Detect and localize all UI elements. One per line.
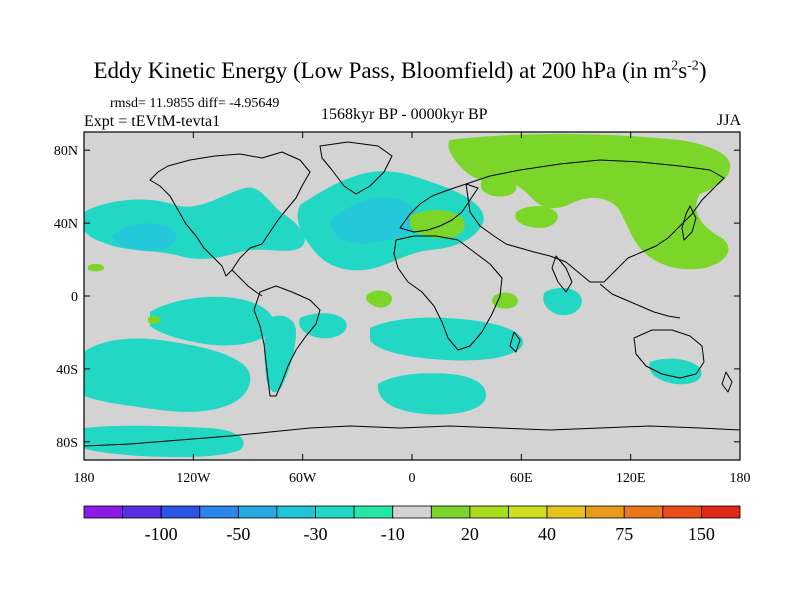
title-main: Eddy Kinetic Energy (Low Pass, Bloomfiel… (93, 58, 672, 83)
coast-southeast-asia (599, 283, 681, 319)
coastlines (84, 141, 740, 447)
coast-greenland (319, 141, 393, 195)
positive-anomaly-arctic-atlantic (480, 178, 517, 197)
colorbar-swatch (662, 505, 702, 519)
experiment-label: Expt = tEVtM-tevta1 (84, 113, 221, 130)
negative-anomaly-indian-ocean (370, 317, 523, 361)
colorbar-swatch (585, 505, 625, 519)
positive-anomaly-east-pacific-small (148, 315, 160, 325)
negative-anomaly-tropical-pacific (150, 296, 274, 346)
colorbar-label: 75 (615, 524, 633, 544)
positive-anomaly-gulf-of-mexico (88, 263, 104, 272)
colorbar-label: 40 (538, 524, 556, 544)
coast-antarctica (84, 425, 740, 447)
coast-indian-peninsula (551, 255, 573, 293)
period-label: 1568kyr BP - 0000kyr BP (321, 106, 488, 123)
positive-anomaly-mediterranean (410, 210, 465, 239)
positive-anomaly-tropical-atlantic (366, 290, 392, 308)
negative-anomaly-south-indian (543, 287, 582, 316)
positive-anomaly-siberia (448, 134, 731, 270)
colorbar-swatch (83, 505, 123, 519)
latitude-axis: 80N 40N 0 40S 80S (54, 144, 740, 451)
colorbar-label: -50 (226, 524, 250, 544)
colorbar-label: -30 (304, 524, 328, 544)
positive-anomaly-central-asia (515, 206, 558, 228)
season-label: JJA (717, 112, 742, 129)
lon-tick-label: 180 (74, 471, 95, 486)
colorbar-label: 150 (688, 524, 715, 544)
lon-tick-label: 180 (730, 471, 751, 486)
longitude-axis: 180 120W 60W 0 60E 120E 180 (74, 132, 751, 486)
title-unit-s: s (678, 58, 688, 83)
title-exponent-1: 2 (671, 58, 679, 74)
colorbar (83, 505, 741, 519)
colorbar-swatch (199, 505, 239, 519)
negative-anomaly-pacific-core (112, 223, 177, 251)
colorbar-swatch (508, 505, 548, 519)
colorbar-swatch (469, 505, 509, 519)
coast-japan (681, 205, 697, 241)
negative-anomaly-south-america (264, 315, 296, 393)
title-close: ) (698, 58, 707, 83)
negative-anomaly-south-atlantic (377, 373, 486, 415)
negative-anomaly-east-pacific (231, 216, 269, 244)
lon-tick-label: 60E (510, 471, 533, 486)
coast-new-zealand (721, 371, 733, 393)
lon-tick-label: 120E (616, 471, 646, 486)
lat-tick-label: 40S (56, 363, 78, 378)
colorbar-swatch (546, 505, 587, 519)
colorbar-swatch (237, 505, 278, 519)
negative-anomaly-australia (649, 358, 702, 385)
colorbar-label: -10 (381, 524, 405, 544)
negative-anomaly-south-pacific (84, 338, 251, 412)
colorbar-swatch (353, 505, 394, 519)
lat-tick-label: 80N (54, 144, 78, 159)
coast-australia (633, 329, 705, 379)
positive-anomaly-west-africa (492, 292, 518, 309)
lon-tick-label: 60W (289, 471, 317, 486)
coast-north-america (149, 151, 311, 277)
lat-tick-label: 80S (56, 436, 78, 451)
colorbar-swatch (122, 505, 162, 519)
colorbar-swatch (315, 505, 355, 519)
coast-central-america (231, 269, 263, 297)
coast-europe (399, 183, 479, 233)
colorbar-label: 20 (461, 524, 479, 544)
colorbar-label: -100 (145, 524, 178, 544)
anomaly-fields (84, 134, 731, 458)
colorbar-labels: -100 -50 -30 -10 20 40 75 150 (145, 524, 715, 544)
lat-tick-label: 0 (71, 290, 78, 305)
title-exponent-2: -2 (687, 58, 699, 74)
negative-anomaly-southeast-pacific (299, 313, 347, 339)
coast-asia (465, 159, 725, 283)
coast-africa (393, 235, 503, 351)
coast-south-america (253, 285, 321, 397)
stats-label: rmsd= 11.9855 diff= -4.95649 (110, 96, 280, 111)
colorbar-swatch (160, 505, 201, 519)
lat-tick-label: 40N (54, 217, 78, 232)
colorbar-swatch (392, 505, 432, 519)
lon-tick-label: 120W (176, 471, 211, 486)
colorbar-swatch (623, 505, 664, 519)
coast-madagascar (509, 331, 521, 353)
colorbar-swatch (430, 505, 471, 519)
figure-title: Eddy Kinetic Energy (Low Pass, Bloomfiel… (0, 58, 800, 84)
negative-anomaly-atlantic-core (330, 197, 417, 244)
colorbar-swatch (276, 505, 316, 519)
colorbar-swatch (701, 505, 741, 519)
lon-tick-label: 0 (409, 471, 416, 486)
